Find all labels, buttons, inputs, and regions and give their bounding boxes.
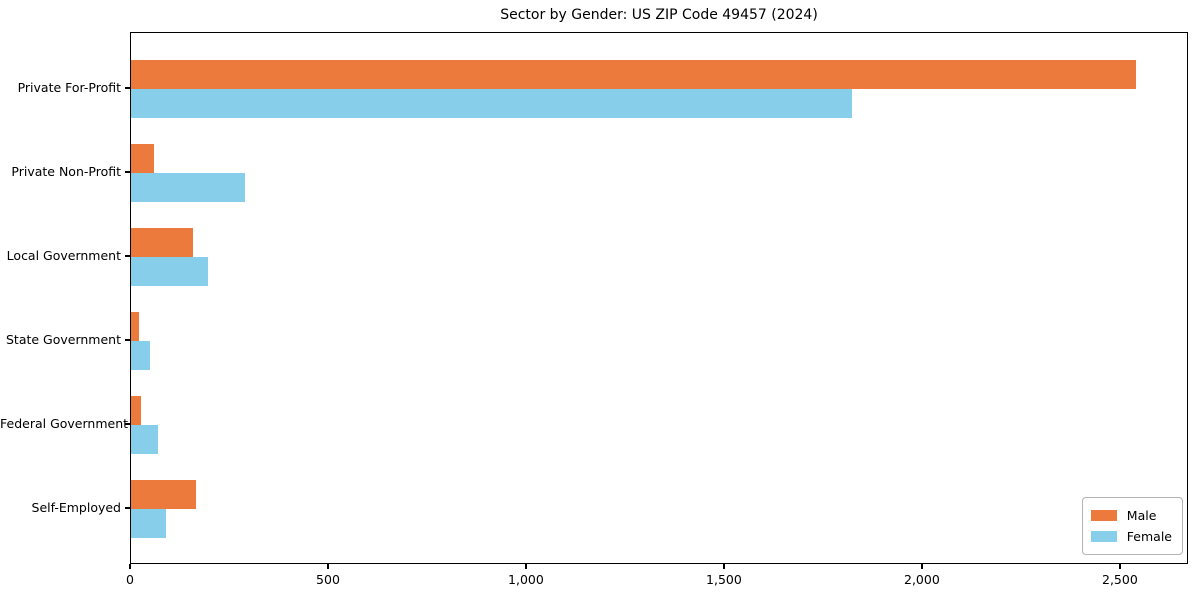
- xtick-mark-0: [129, 564, 131, 569]
- legend: Male Female: [1081, 497, 1183, 555]
- legend-label-male: Male: [1126, 508, 1157, 523]
- ytick-label-local-government: Local Government: [6, 248, 121, 263]
- bar-female-local-government: [131, 257, 209, 286]
- xtick-mark-2-500: [1119, 564, 1121, 569]
- ytick-mark-federal-government: [125, 423, 130, 425]
- xtick-label-0: 0: [126, 572, 134, 587]
- bar-female-federal-government: [131, 425, 158, 454]
- bar-male-state-government: [131, 312, 139, 341]
- ytick-label-self-employed: Self-Employed: [31, 500, 121, 515]
- chart-title: Sector by Gender: US ZIP Code 49457 (202…: [500, 7, 818, 23]
- xtick-mark-1-000: [525, 564, 527, 569]
- xtick-label-500: 500: [316, 572, 340, 587]
- ytick-label-federal-government: Federal Government: [0, 416, 129, 431]
- xtick-mark-2-000: [921, 564, 923, 569]
- ytick-label-private-for-profit: Private For-Profit: [17, 80, 121, 95]
- ytick-mark-private-for-profit: [125, 87, 130, 89]
- legend-entry-female: Female: [1090, 526, 1172, 547]
- ytick-mark-local-government: [125, 255, 130, 257]
- legend-entry-male: Male: [1090, 505, 1172, 526]
- xtick-mark-500: [327, 564, 329, 569]
- plot-area: Male Female: [130, 32, 1188, 564]
- ytick-label-private-non-profit: Private Non-Profit: [11, 164, 121, 179]
- ytick-mark-private-non-profit: [125, 171, 130, 173]
- xtick-label-2-500: 2,500: [1101, 572, 1138, 587]
- xtick-label-2-000: 2,000: [904, 572, 940, 587]
- bar-male-local-government: [131, 228, 194, 257]
- bar-female-private-non-profit: [131, 173, 245, 202]
- xtick-label-1-500: 1,500: [706, 572, 742, 587]
- ytick-mark-self-employed: [125, 507, 130, 509]
- legend-label-female: Female: [1126, 529, 1172, 544]
- bar-male-federal-government: [131, 396, 141, 425]
- xtick-mark-1-500: [723, 564, 725, 569]
- bar-male-self-employed: [131, 480, 196, 509]
- bar-male-private-for-profit: [131, 60, 1136, 89]
- xtick-label-1-000: 1,000: [508, 572, 544, 587]
- bar-male-private-non-profit: [131, 144, 154, 173]
- bar-female-state-government: [131, 341, 150, 370]
- legend-swatch-male: [1090, 510, 1117, 521]
- bar-female-self-employed: [131, 509, 166, 538]
- ytick-label-state-government: State Government: [5, 332, 121, 347]
- bar-female-private-for-profit: [131, 89, 852, 118]
- legend-swatch-female: [1090, 531, 1117, 542]
- ytick-mark-state-government: [125, 339, 130, 341]
